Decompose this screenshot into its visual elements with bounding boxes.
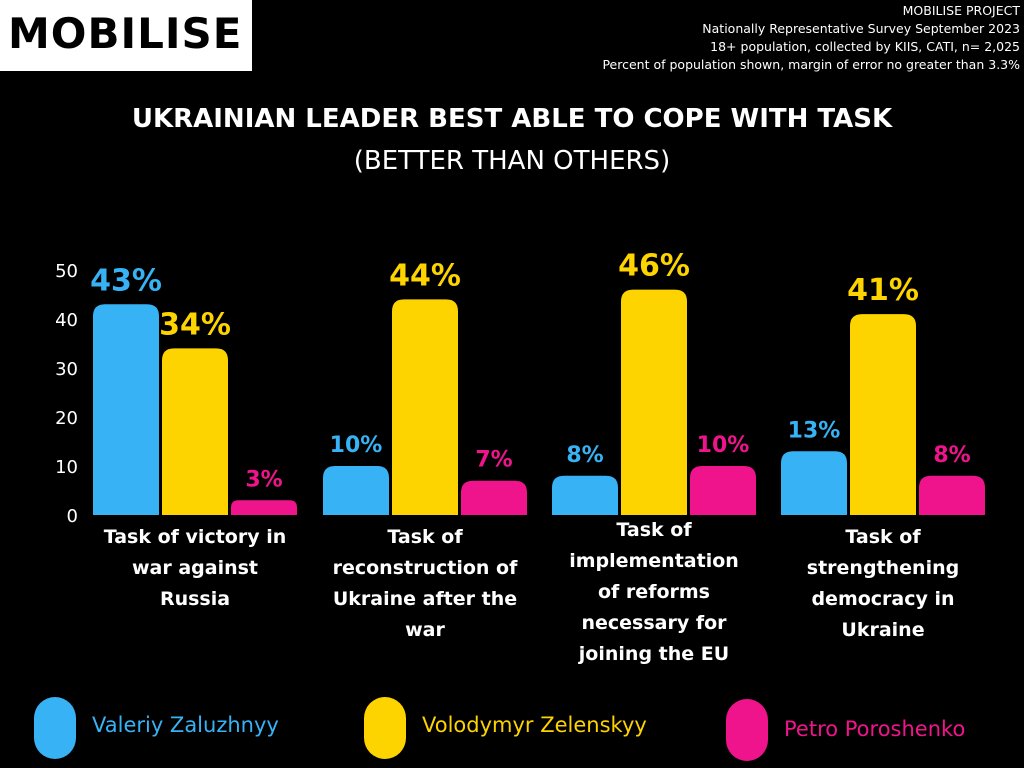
data-label-zaluzhnyy: 10% [330, 433, 383, 458]
x-category-label: Task of [616, 519, 692, 541]
x-category-label: joining the EU [578, 643, 729, 665]
survey-info-line: 18+ population, collected by KIIS, CATI,… [710, 39, 1020, 54]
bar-zaluzhnyy [552, 475, 618, 515]
x-category-label: of reforms [598, 581, 710, 603]
x-category-label: Task of victory in [104, 526, 287, 548]
x-category-label: necessary for [581, 612, 727, 634]
chart-title: UKRAINIAN LEADER BEST ABLE TO COPE WITH … [131, 104, 893, 134]
survey-info-line: Nationally Representative Survey Septemb… [702, 21, 1020, 36]
legend-swatch-zaluzhnyy [34, 697, 76, 759]
y-tick-label: 30 [55, 359, 78, 380]
y-tick-label: 50 [55, 261, 78, 282]
data-label-poroshenko: 7% [475, 448, 512, 473]
data-label-poroshenko: 3% [245, 467, 282, 492]
data-label-zelenskyy: 34% [159, 307, 231, 342]
legend-label-poroshenko: Petro Poroshenko [784, 717, 966, 741]
data-label-zaluzhnyy: 13% [788, 418, 841, 443]
x-category-label: Task of [387, 526, 463, 548]
survey-info: MOBILISE PROJECT Nationally Representati… [602, 2, 1020, 74]
legend-swatch-zelenskyy [364, 697, 406, 759]
x-category-label: democracy in [811, 588, 954, 610]
survey-info-line: Percent of population shown, margin of e… [602, 57, 1020, 72]
y-tick-label: 10 [55, 457, 78, 478]
legend-label-zaluzhnyy: Valeriy Zaluzhnyy [92, 713, 279, 737]
bar-zelenskyy [850, 314, 916, 515]
data-label-poroshenko: 8% [933, 443, 970, 468]
bar-zelenskyy [392, 299, 458, 515]
legend-label-zelenskyy: Volodymyr Zelenskyy [422, 713, 647, 737]
x-category-label: strengthening [807, 557, 959, 579]
chart-subtitle: (BETTER THAN OTHERS) [353, 146, 671, 176]
bar-zaluzhnyy [323, 466, 389, 515]
x-category-label: war against [132, 557, 258, 579]
legend-swatch-poroshenko [726, 699, 768, 761]
bar-zelenskyy [162, 348, 228, 515]
x-category-label: implementation [569, 550, 739, 572]
bar-zaluzhnyy [781, 451, 847, 515]
data-label-zaluzhnyy: 8% [566, 443, 603, 468]
data-label-poroshenko: 10% [697, 433, 750, 458]
bar-poroshenko [461, 480, 527, 515]
y-tick-label: 40 [55, 310, 78, 331]
x-category-label: Task of [845, 526, 921, 548]
bar-poroshenko [690, 466, 756, 515]
x-category-label: reconstruction of [333, 557, 518, 579]
bar-poroshenko [919, 475, 985, 515]
x-category-label: Russia [160, 588, 230, 610]
data-label-zelenskyy: 46% [618, 249, 690, 284]
y-tick-label: 20 [55, 408, 78, 429]
survey-info-line: MOBILISE PROJECT [902, 3, 1020, 18]
bar-zaluzhnyy [93, 304, 159, 515]
data-label-zelenskyy: 44% [389, 258, 461, 293]
logo: MOBILISE [0, 0, 252, 71]
bar-zelenskyy [621, 289, 687, 515]
data-label-zaluzhnyy: 43% [90, 263, 162, 298]
x-category-label: war [405, 619, 445, 641]
bar-poroshenko [231, 500, 297, 515]
logo-text: MOBILISE [8, 9, 243, 58]
x-category-label: Ukraine [841, 619, 924, 641]
data-label-zelenskyy: 41% [847, 273, 919, 308]
x-category-label: Ukraine after the [333, 588, 517, 610]
y-tick-label: 0 [67, 506, 78, 527]
